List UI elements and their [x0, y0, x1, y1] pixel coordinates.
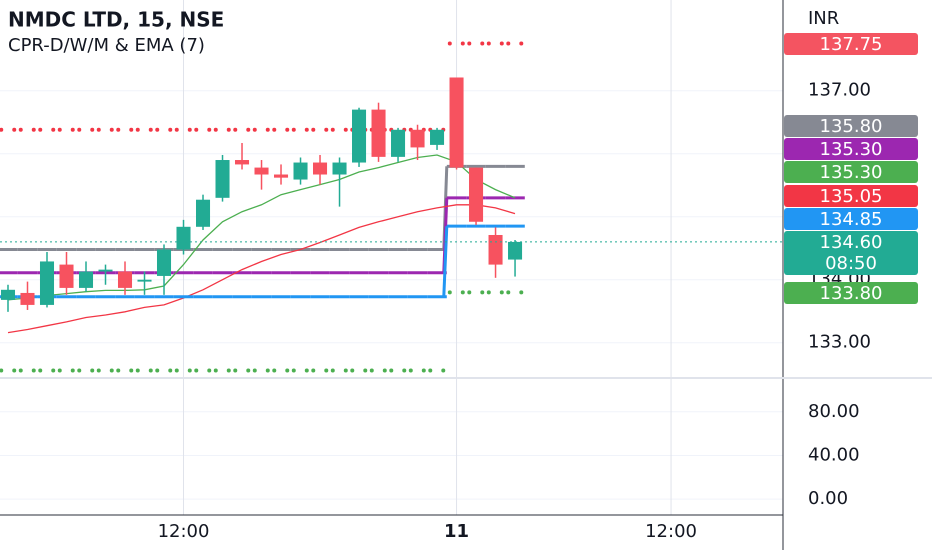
x-tick-label: 11: [444, 521, 469, 542]
price-badge-label: 135.30: [820, 139, 883, 160]
candle-body: [488, 234, 503, 265]
candle-body: [59, 264, 74, 288]
candle-body: [313, 162, 328, 175]
y-tick-label: 40.00: [808, 444, 860, 465]
candle-body: [234, 160, 250, 165]
candle-body: [449, 77, 464, 168]
candle-body: [176, 226, 191, 250]
axis: 137.00136.00135.00134.00133.0080.0040.00…: [158, 33, 918, 542]
candle-body: [469, 167, 484, 222]
level-connector: [442, 226, 449, 297]
price-badge-label: 133.80: [820, 283, 883, 304]
y-tick-label: 80.00: [808, 401, 860, 422]
countdown-label: 08:50: [825, 253, 877, 274]
candle-body: [410, 129, 425, 148]
candle-body: [98, 269, 113, 272]
ema-line: [7, 154, 516, 301]
price-badge-label: 135.05: [820, 186, 883, 207]
candle-body: [117, 271, 133, 288]
symbol-title: NMDC LTD, 15, NSE: [8, 8, 224, 32]
price-badge-label: 134.85: [820, 209, 883, 230]
price-badge-label: 135.30: [820, 162, 883, 183]
candle-body: [137, 279, 152, 282]
candle-body: [371, 109, 386, 157]
last-price-badge: [784, 231, 918, 275]
currency: INR: [808, 8, 839, 29]
x-tick-label: 12:00: [158, 521, 210, 542]
candle-body: [508, 241, 523, 260]
price-badge: [784, 208, 918, 230]
candle-body: [39, 261, 55, 305]
candle-body: [293, 162, 308, 180]
y-tick-label: 0.00: [808, 488, 848, 509]
indicator-title: CPR-D/W/M & EMA (7): [8, 35, 205, 56]
candle-body: [332, 162, 347, 175]
candle-body: [156, 249, 172, 276]
ema-line: [7, 204, 516, 334]
y-tick-label: 133.00: [808, 332, 871, 353]
candle-body: [20, 292, 35, 305]
candle-body: [78, 271, 94, 288]
price-badge: [784, 161, 918, 183]
candle-body: [215, 160, 230, 198]
candle-body: [274, 174, 289, 178]
price-badge: [784, 115, 918, 137]
price-badge: [784, 282, 918, 304]
y-tick-label: 137.00: [808, 80, 871, 101]
last-price-label: 134.60: [820, 232, 883, 253]
price-badge: [784, 138, 918, 160]
price-badge: [784, 33, 918, 55]
candle-body: [195, 199, 211, 227]
candle-body: [0, 289, 16, 300]
price-badge-label: 137.75: [820, 34, 883, 55]
candle-body: [391, 129, 406, 157]
candle-body: [254, 167, 269, 175]
price-badge-label: 135.80: [820, 116, 883, 137]
plot: [0, 41, 783, 373]
candle-body: [352, 109, 367, 163]
x-tick-label: 12:00: [645, 521, 697, 542]
candle-body: [430, 129, 445, 145]
price-badge: [784, 185, 918, 207]
